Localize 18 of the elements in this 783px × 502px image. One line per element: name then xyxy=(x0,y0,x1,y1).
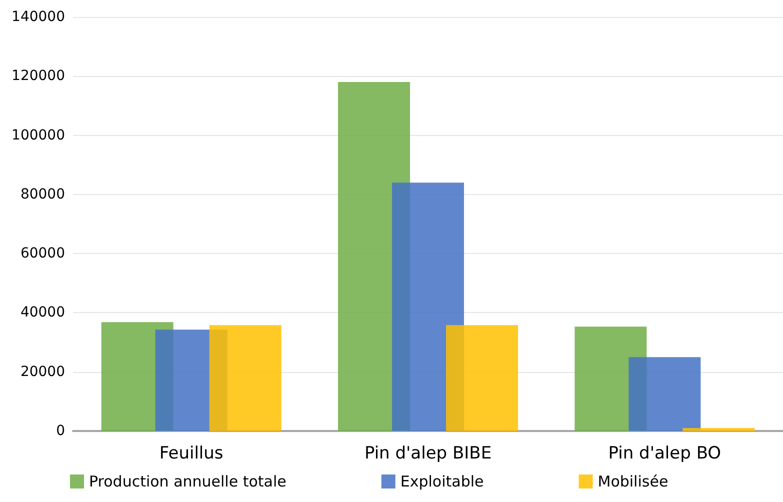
y-tick-label: 40000 xyxy=(20,304,65,321)
x-tick-label: Pin d'alep BIBE xyxy=(364,444,492,464)
x-tick-label: Feuillus xyxy=(159,444,224,464)
y-tick-label: 140000 xyxy=(12,9,65,25)
x-tick-label: Pin d'alep BO xyxy=(608,444,722,464)
y-tick-label: 60000 xyxy=(20,246,65,262)
bar xyxy=(209,325,282,431)
bar xyxy=(446,325,518,431)
legend-label: Exploitable xyxy=(400,472,484,490)
y-tick-label: 120000 xyxy=(12,68,65,84)
y-tick-label: 20000 xyxy=(20,364,65,380)
legend-label: Production annuelle totale xyxy=(89,472,286,490)
y-tick-label: 100000 xyxy=(12,127,65,144)
bar xyxy=(628,357,701,431)
bar xyxy=(682,428,755,431)
legend-label: Mobilisée xyxy=(598,472,668,490)
y-tick-label: 80000 xyxy=(20,186,65,202)
y-tick-label: 0 xyxy=(56,423,65,439)
